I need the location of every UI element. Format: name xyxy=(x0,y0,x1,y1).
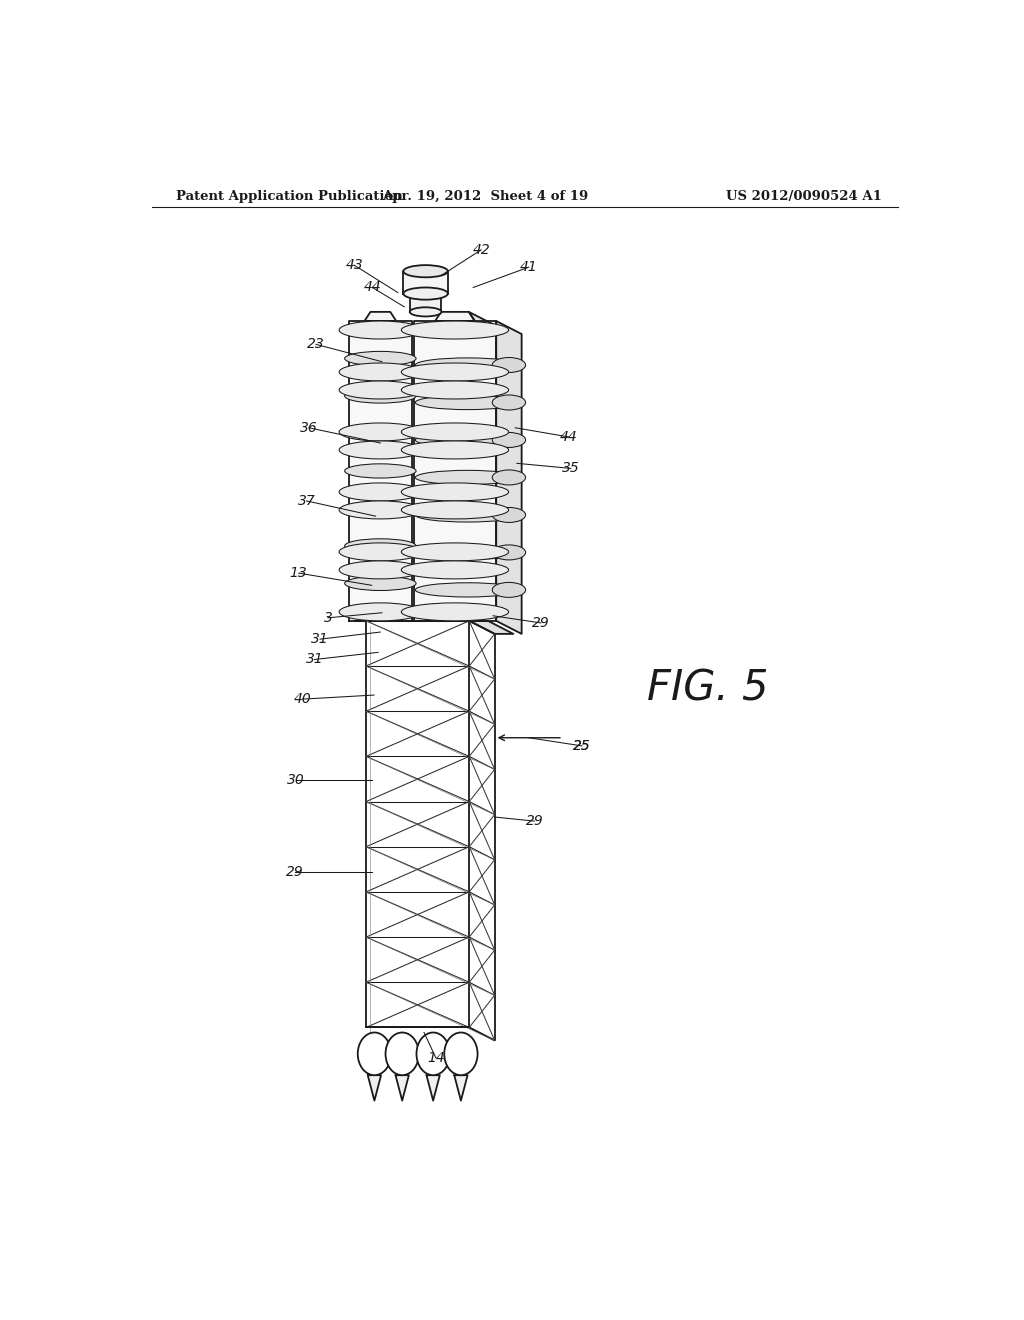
Ellipse shape xyxy=(345,426,416,441)
Ellipse shape xyxy=(339,321,422,339)
Ellipse shape xyxy=(401,483,509,500)
Ellipse shape xyxy=(493,395,525,411)
Text: Apr. 19, 2012  Sheet 4 of 19: Apr. 19, 2012 Sheet 4 of 19 xyxy=(382,190,588,202)
Ellipse shape xyxy=(401,381,509,399)
Circle shape xyxy=(385,1032,419,1076)
Ellipse shape xyxy=(345,502,416,516)
Ellipse shape xyxy=(339,561,422,579)
Polygon shape xyxy=(455,1076,468,1101)
Ellipse shape xyxy=(493,545,525,560)
Ellipse shape xyxy=(345,539,416,553)
Ellipse shape xyxy=(339,543,422,561)
Ellipse shape xyxy=(339,603,422,620)
Ellipse shape xyxy=(416,582,520,597)
Text: 29: 29 xyxy=(525,814,543,828)
Text: US 2012/0090524 A1: US 2012/0090524 A1 xyxy=(726,190,882,202)
Ellipse shape xyxy=(401,500,509,519)
Text: 25: 25 xyxy=(573,739,591,752)
Text: FIG. 5: FIG. 5 xyxy=(646,668,768,710)
Text: 31: 31 xyxy=(305,652,324,667)
Ellipse shape xyxy=(345,351,416,366)
Ellipse shape xyxy=(339,381,422,399)
Circle shape xyxy=(444,1032,477,1076)
Polygon shape xyxy=(469,620,513,634)
Ellipse shape xyxy=(401,441,509,459)
Polygon shape xyxy=(426,1076,439,1101)
Text: 41: 41 xyxy=(520,260,538,275)
Polygon shape xyxy=(469,312,500,334)
Circle shape xyxy=(417,1032,450,1076)
Ellipse shape xyxy=(403,265,447,277)
Ellipse shape xyxy=(403,288,447,300)
Polygon shape xyxy=(403,271,447,293)
Text: 31: 31 xyxy=(311,632,329,647)
Ellipse shape xyxy=(339,363,422,381)
Text: 44: 44 xyxy=(559,430,578,444)
Ellipse shape xyxy=(416,545,520,560)
Ellipse shape xyxy=(493,433,525,447)
Polygon shape xyxy=(395,1076,409,1101)
Ellipse shape xyxy=(339,441,422,459)
Text: 23: 23 xyxy=(307,338,325,351)
Text: 30: 30 xyxy=(288,774,305,788)
Text: 29: 29 xyxy=(286,865,303,879)
Ellipse shape xyxy=(493,507,525,523)
Ellipse shape xyxy=(416,470,520,484)
Ellipse shape xyxy=(339,483,422,500)
Ellipse shape xyxy=(416,433,520,447)
Polygon shape xyxy=(410,293,441,312)
Ellipse shape xyxy=(345,463,416,478)
Ellipse shape xyxy=(401,603,509,620)
Polygon shape xyxy=(368,1076,381,1101)
Text: 44: 44 xyxy=(364,280,381,294)
Ellipse shape xyxy=(416,508,520,521)
Text: 36: 36 xyxy=(300,421,317,434)
Ellipse shape xyxy=(401,321,509,339)
Ellipse shape xyxy=(416,358,520,372)
Ellipse shape xyxy=(345,577,416,590)
Text: 40: 40 xyxy=(294,692,311,706)
Text: 25: 25 xyxy=(573,739,591,752)
Text: 13: 13 xyxy=(290,566,307,579)
Circle shape xyxy=(357,1032,391,1076)
Ellipse shape xyxy=(401,363,509,381)
Text: Patent Application Publication: Patent Application Publication xyxy=(176,190,402,202)
Ellipse shape xyxy=(493,358,525,372)
Ellipse shape xyxy=(401,422,509,441)
Text: 42: 42 xyxy=(472,243,490,257)
Ellipse shape xyxy=(401,543,509,561)
Polygon shape xyxy=(414,321,497,620)
Text: 35: 35 xyxy=(562,462,580,475)
Ellipse shape xyxy=(339,422,422,441)
Ellipse shape xyxy=(493,582,525,598)
Ellipse shape xyxy=(416,396,520,409)
Text: 37: 37 xyxy=(298,494,315,508)
Text: 14: 14 xyxy=(427,1051,444,1065)
Polygon shape xyxy=(348,321,412,620)
Polygon shape xyxy=(497,321,521,634)
Ellipse shape xyxy=(339,500,422,519)
Ellipse shape xyxy=(401,561,509,579)
Ellipse shape xyxy=(493,470,525,484)
Ellipse shape xyxy=(345,389,416,403)
Ellipse shape xyxy=(410,308,441,317)
Text: 43: 43 xyxy=(345,259,364,272)
Text: 3: 3 xyxy=(324,611,333,624)
Polygon shape xyxy=(435,312,475,321)
Text: 29: 29 xyxy=(531,616,550,630)
Polygon shape xyxy=(365,312,396,321)
